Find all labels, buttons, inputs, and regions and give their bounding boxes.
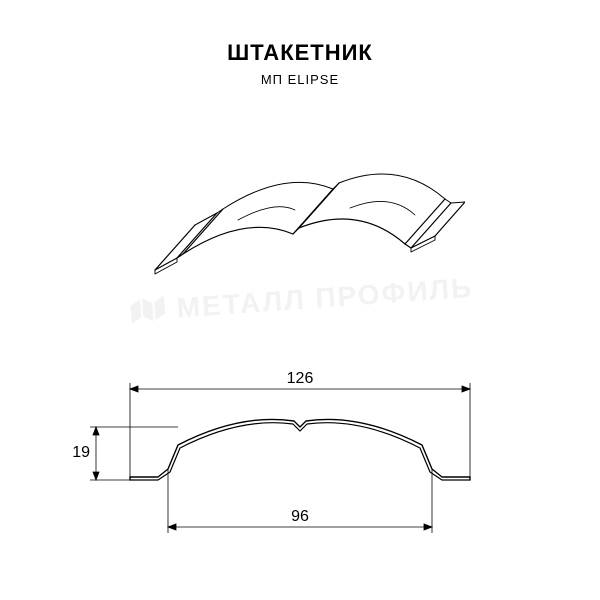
isometric-view [135, 120, 465, 300]
header: ШТАКЕТНИК МП ELIPSE [0, 0, 600, 87]
dimension-overall-width: 126 [287, 370, 314, 387]
diagram-container: ШТАКЕТНИК МП ELIPSE МЕТАЛЛ ПРОФИЛЬ [0, 0, 600, 600]
product-subtitle: МП ELIPSE [0, 72, 600, 87]
dimension-height: 19 [72, 444, 90, 461]
front-profile-view: 126 96 19 [60, 365, 540, 565]
product-title: ШТАКЕТНИК [0, 40, 600, 66]
dimension-inner-width: 96 [291, 508, 309, 525]
